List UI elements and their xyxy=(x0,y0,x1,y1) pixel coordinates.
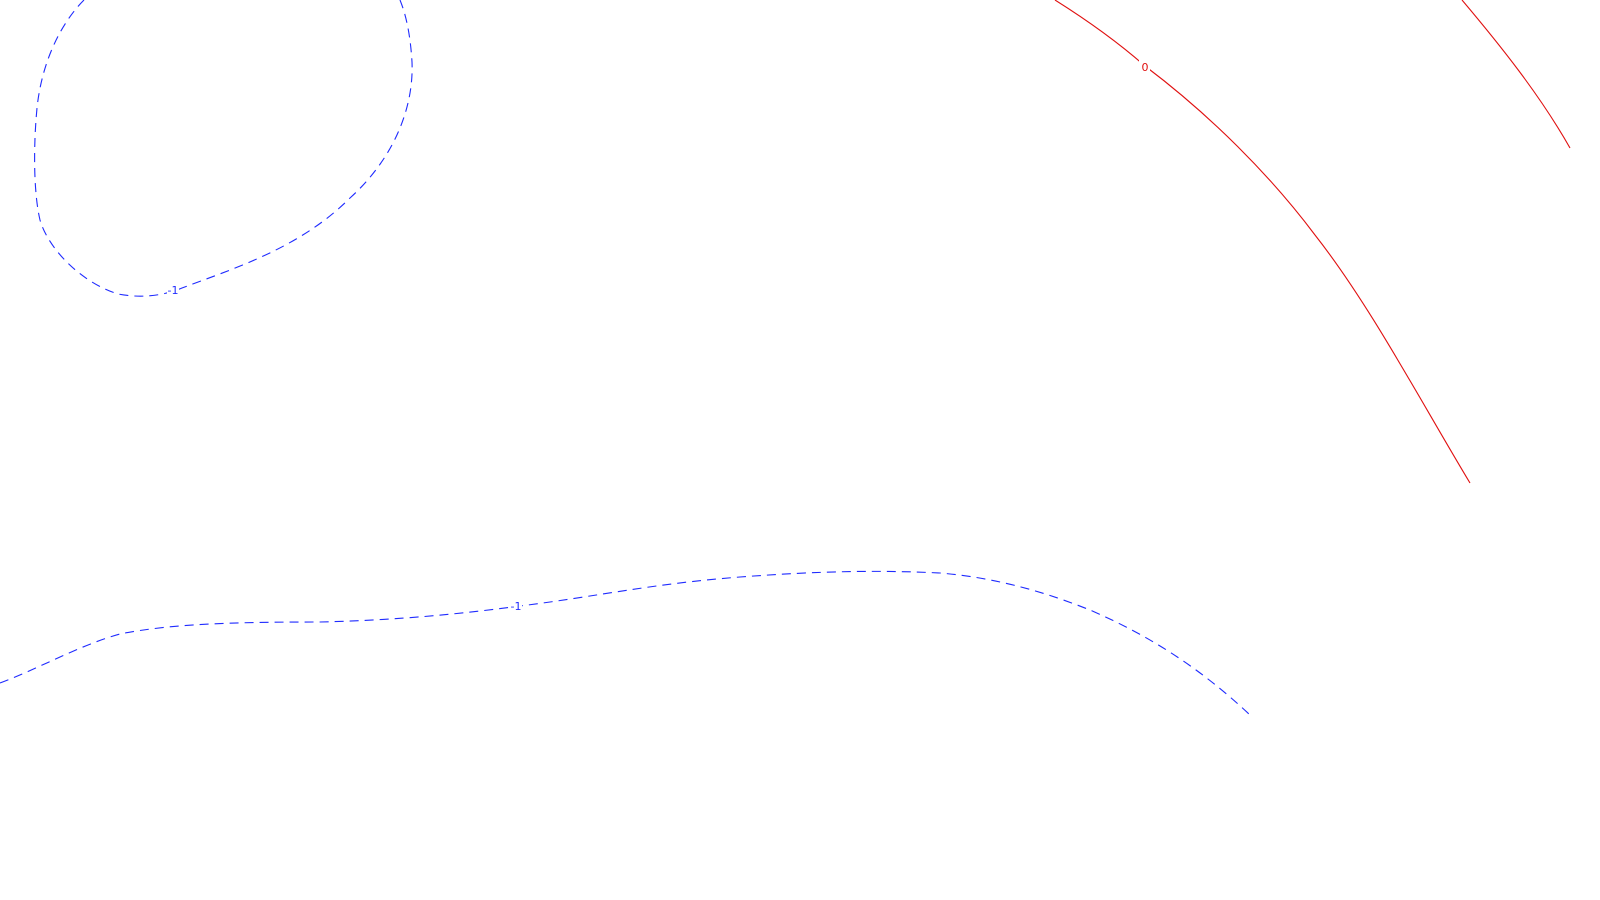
label-mask-lower-curve xyxy=(510,599,522,611)
contour-line-zero-main xyxy=(1054,0,1471,484)
contour-line-lower-curve xyxy=(0,570,1251,716)
contour-label-zero-main: 0 xyxy=(1142,61,1149,74)
contour-line-zero-right-edge xyxy=(1461,0,1571,149)
contour-line-loop-top-left xyxy=(34,0,413,297)
contour-label-lower-curve: -1 xyxy=(511,600,522,613)
contour-label-loop-top-left: -1 xyxy=(168,284,179,297)
label-mask-loop-top-left xyxy=(167,283,179,295)
label-mask-zero-main xyxy=(1139,60,1150,72)
